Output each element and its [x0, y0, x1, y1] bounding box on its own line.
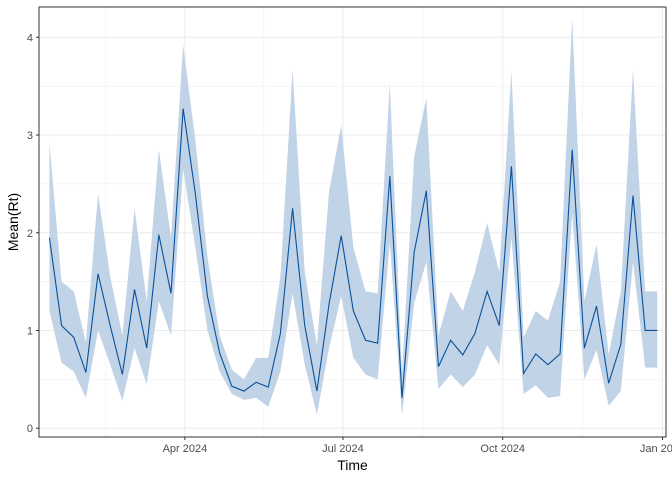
x-tick-label: Jan 2025 [640, 443, 672, 455]
x-tick-label: Jul 2024 [322, 443, 364, 455]
y-tick-label: 2 [27, 228, 33, 240]
y-tick-label: 0 [27, 423, 33, 435]
y-tick-label: 1 [27, 325, 33, 337]
x-tick-label: Apr 2024 [163, 443, 208, 455]
y-tick-label: 3 [27, 130, 33, 142]
panel-border [38, 6, 667, 438]
y-axis-title: Mean(Rt) [5, 193, 21, 251]
mean-rt-line [48, 108, 658, 398]
y-axis-ticks: 0 1 2 3 4 [27, 32, 39, 435]
x-axis-ticks: Apr 2024 Jul 2024 Oct 2024 Jan 2025 [163, 437, 672, 455]
x-axis-title: Time [337, 457, 368, 473]
x-tick-label: Oct 2024 [480, 443, 525, 455]
confidence-band [49, 17, 658, 416]
y-tick-label: 4 [27, 32, 33, 44]
